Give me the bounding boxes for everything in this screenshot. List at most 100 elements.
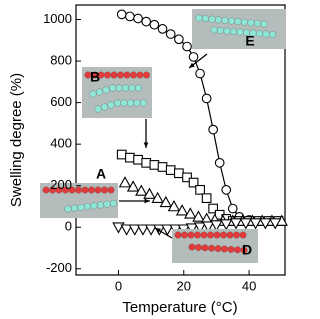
bead — [227, 245, 235, 253]
bead — [233, 231, 240, 239]
marker — [149, 160, 160, 170]
bead — [174, 231, 182, 239]
marker — [135, 184, 148, 196]
marker — [141, 16, 152, 27]
bead — [89, 90, 97, 98]
marker — [125, 11, 135, 22]
bead — [122, 84, 129, 92]
bead — [195, 14, 203, 22]
marker — [208, 203, 219, 214]
bead — [220, 231, 227, 239]
bead — [226, 231, 234, 239]
bead — [88, 186, 95, 194]
bead — [104, 71, 111, 79]
marker — [221, 184, 232, 195]
bead — [201, 244, 209, 252]
bead — [240, 246, 248, 254]
bead — [195, 243, 202, 251]
bead — [239, 231, 247, 239]
insets: E B A D — [40, 9, 286, 263]
y-tick-label: 1000 — [43, 11, 72, 26]
y-tick-label: 800 — [50, 53, 72, 68]
bead — [136, 71, 144, 79]
marker — [136, 224, 150, 236]
arrow-head — [189, 62, 195, 68]
marker — [249, 218, 262, 230]
marker — [116, 149, 127, 160]
marker — [125, 152, 135, 163]
marker — [268, 218, 282, 230]
marker — [151, 191, 164, 204]
marker — [201, 93, 212, 104]
arrow-head — [144, 198, 150, 204]
bead — [114, 99, 121, 107]
bead — [97, 201, 104, 209]
marker — [239, 218, 253, 230]
bead — [133, 99, 141, 107]
annotation-letter: E — [245, 33, 254, 49]
bead — [187, 231, 195, 239]
bead — [200, 231, 208, 239]
marker — [174, 168, 184, 179]
marker — [141, 157, 152, 168]
marker — [188, 177, 199, 188]
marker — [165, 165, 176, 175]
bead — [110, 71, 118, 79]
marker — [185, 223, 199, 235]
bead — [214, 245, 222, 253]
marker — [195, 184, 205, 195]
marker — [184, 207, 197, 219]
bead — [234, 18, 242, 26]
marker — [195, 68, 205, 79]
bead — [262, 30, 270, 38]
marker — [120, 224, 133, 236]
marker — [149, 19, 160, 30]
bead — [269, 31, 276, 38]
bead — [210, 26, 218, 34]
bead — [135, 84, 142, 92]
y-tick-label: 600 — [50, 94, 72, 109]
bead — [96, 88, 103, 96]
marker — [116, 9, 127, 20]
marker — [126, 180, 140, 192]
marker — [112, 222, 125, 234]
bead — [110, 199, 117, 207]
x-tick-label: 0 — [115, 278, 122, 293]
marker — [161, 224, 174, 236]
bead — [247, 19, 255, 27]
marker — [219, 219, 233, 231]
y-tick-label: 0 — [65, 219, 72, 234]
bead — [71, 204, 78, 212]
bead — [228, 17, 235, 25]
marker — [118, 176, 132, 188]
x-axis-title: Temperature (°C) — [122, 299, 237, 316]
bead — [188, 243, 196, 251]
arrow-head — [155, 228, 161, 233]
marker — [175, 204, 189, 216]
marker — [202, 221, 215, 233]
bead — [107, 101, 115, 109]
marker — [192, 210, 205, 222]
bead — [128, 84, 136, 92]
marker — [214, 157, 225, 168]
marker — [157, 24, 168, 34]
bead — [64, 205, 72, 213]
marker — [174, 34, 184, 45]
bead — [143, 71, 150, 79]
bead — [208, 15, 216, 23]
y-axis-title: Swelling degree (%) — [8, 73, 25, 207]
bead — [107, 186, 115, 194]
bead — [101, 186, 108, 194]
bead — [202, 15, 209, 23]
bead — [194, 231, 201, 239]
bead — [84, 203, 91, 211]
marker — [143, 187, 156, 199]
bead — [217, 27, 224, 34]
bead — [215, 16, 222, 24]
bead — [77, 203, 85, 211]
bead — [90, 202, 98, 210]
bead — [103, 200, 111, 208]
bead — [81, 186, 89, 194]
bead — [42, 186, 50, 194]
marker — [193, 222, 207, 234]
